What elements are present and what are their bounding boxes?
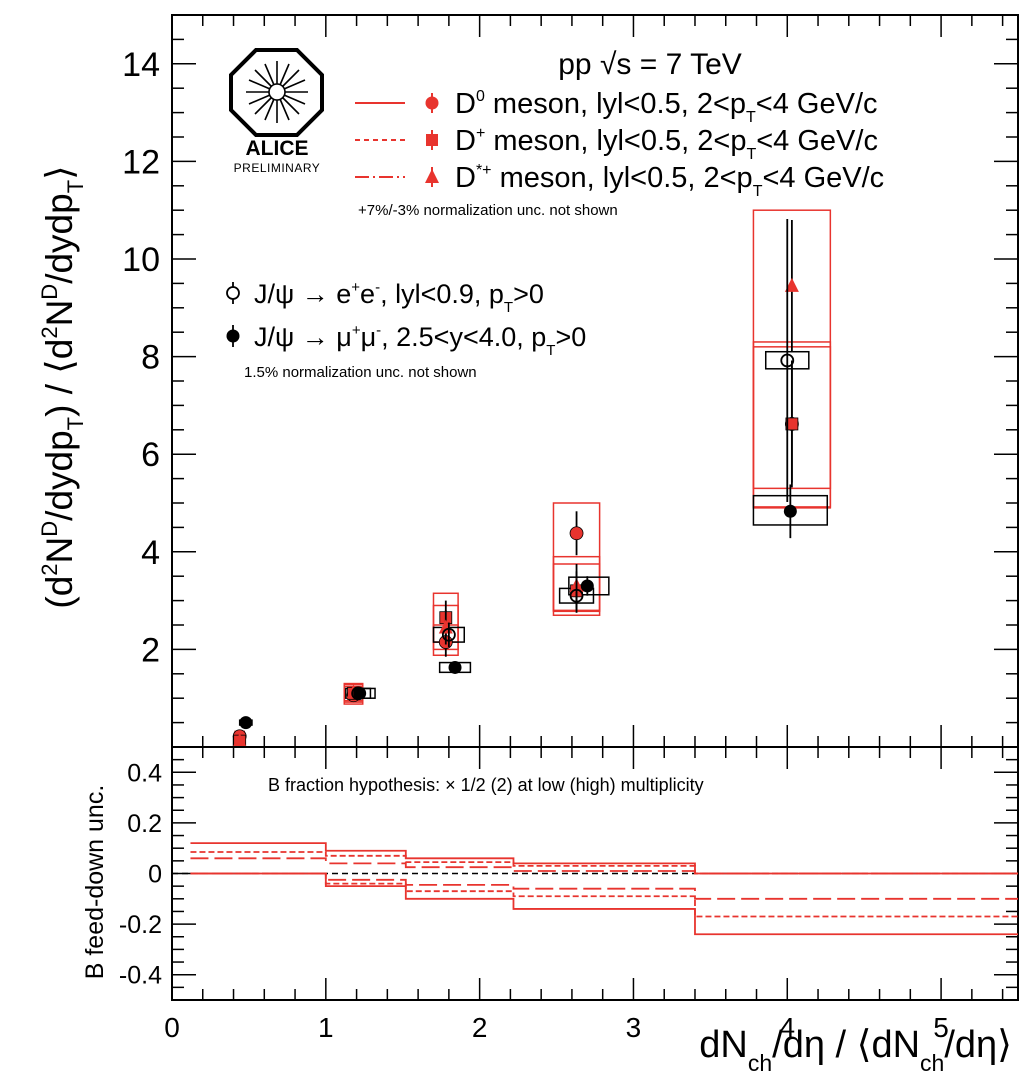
legend: D0 meson, lyl<0.5, 2<pT<4 GeV/c D+ meson… bbox=[226, 88, 884, 359]
x-tick-label: 3 bbox=[626, 1012, 642, 1043]
marker-open-circle bbox=[569, 588, 584, 603]
alice-logo-subtitle: PRELIMINARY bbox=[234, 161, 321, 175]
marker-triangle bbox=[232, 733, 247, 748]
x-tick-label: 1 bbox=[318, 1012, 334, 1043]
legend-item-dstar: D*+ meson, lyl<0.5, 2<pT<4 GeV/c bbox=[355, 162, 884, 200]
top-y-tick-label: 6 bbox=[141, 436, 160, 474]
step-line-solid bbox=[190, 842, 1018, 875]
legend-label-dplus: D+ meson, lyl<0.5, 2<pT<4 GeV/c bbox=[455, 125, 878, 163]
syst-box bbox=[568, 576, 610, 596]
legend-marker-square bbox=[426, 134, 438, 146]
bottom-y-axis-title: B feed-down unc. bbox=[81, 785, 109, 980]
x-tick-label: 2 bbox=[472, 1012, 488, 1043]
marker-filled-circle bbox=[783, 504, 797, 518]
energy-label: pp √s = 7 TeV bbox=[558, 48, 742, 81]
step-line-dashdot bbox=[190, 857, 1018, 875]
marker-filled-circle bbox=[580, 579, 594, 593]
bottom-y-tick-label: 0 bbox=[148, 861, 162, 889]
legend-label-jpsi-ee: J/ψ → e+e-, lyl<0.9, pT>0 bbox=[254, 279, 544, 316]
x-axis-ticks bbox=[171, 15, 1004, 1000]
b-fraction-note: B fraction hypothesis: × 1/2 (2) at low … bbox=[268, 775, 704, 795]
top-y-tick-label: 14 bbox=[122, 46, 160, 84]
marker-filled-circle bbox=[353, 686, 367, 700]
step-line-solid bbox=[190, 872, 1018, 936]
marker-circle bbox=[569, 526, 584, 541]
jpsi-normalization-note: 1.5% normalization unc. not shown bbox=[244, 364, 477, 381]
legend-marker-triangle bbox=[425, 169, 439, 183]
alice-logo-burst bbox=[246, 61, 308, 123]
legend-label-jpsi-mumu: J/ψ → μ+μ-, 2.5<y<4.0, pT>0 bbox=[254, 322, 586, 359]
x-axis-title: dNch/dη / ⟨dNch/dη⟩ bbox=[699, 1024, 1012, 1076]
x-tick-label: 4 bbox=[779, 1012, 795, 1043]
top-y-axis-title: (d2ND/dydpT) / ⟨d2ND/dydpT⟩ bbox=[37, 165, 88, 608]
legend-item-jpsi-mumu: J/ψ → μ+μ-, 2.5<y<4.0, pT>0 bbox=[226, 322, 586, 359]
legend-marker-filled-circle bbox=[226, 329, 240, 343]
bottom-y-axis-ticks bbox=[172, 758, 1018, 989]
alice-logo-octagon bbox=[229, 48, 324, 137]
legend-label-d0: D0 meson, lyl<0.5, 2<pT<4 GeV/c bbox=[455, 88, 878, 126]
top-y-axis-ticks bbox=[172, 14, 1018, 724]
marker-open-circle bbox=[441, 627, 456, 642]
d-normalization-note: +7%/-3% normalization unc. not shown bbox=[358, 202, 618, 219]
step-line-dashed bbox=[190, 851, 1018, 875]
step-line-dashed bbox=[190, 872, 1018, 918]
x-tick-label: 0 bbox=[164, 1012, 180, 1043]
marker-triangle bbox=[784, 277, 799, 292]
legend-item-d0: D0 meson, lyl<0.5, 2<pT<4 GeV/c bbox=[355, 88, 878, 126]
marker-filled-circle bbox=[448, 660, 462, 674]
top-y-tick-label: 12 bbox=[122, 143, 160, 181]
alice-logo: ALICE PRELIMINARY bbox=[229, 48, 324, 175]
bottom-y-tick-label: -0.2 bbox=[119, 911, 162, 939]
data-points bbox=[232, 218, 799, 748]
top-y-tick-label: 2 bbox=[141, 631, 160, 669]
bottom-panel: 0 1 2 3 4 5 -0.4 -0.2 0 0.2 0.4 bbox=[119, 746, 1019, 1043]
marker-open-circle bbox=[780, 353, 795, 368]
legend-label-dstar: D*+ meson, lyl<0.5, 2<pT<4 GeV/c bbox=[455, 162, 884, 200]
top-y-tick-label: 10 bbox=[122, 241, 160, 279]
bottom-y-tick-label: 0.2 bbox=[127, 810, 162, 838]
x-tick-label: 5 bbox=[933, 1012, 949, 1043]
top-y-tick-label: 8 bbox=[141, 339, 160, 377]
top-y-tick-label: 4 bbox=[141, 534, 160, 572]
top-panel: 2 4 6 8 10 12 14 bbox=[122, 14, 1019, 1000]
legend-marker-open-circle bbox=[226, 286, 240, 300]
bottom-y-tick-label: -0.4 bbox=[119, 962, 162, 990]
marker-square bbox=[785, 417, 799, 431]
alice-logo-name: ALICE bbox=[246, 137, 309, 160]
bottom-y-tick-label: 0.4 bbox=[127, 759, 162, 787]
legend-item-dplus: D+ meson, lyl<0.5, 2<pT<4 GeV/c bbox=[355, 125, 878, 163]
legend-marker-circle bbox=[425, 96, 439, 110]
step-line-dashdot bbox=[190, 872, 1018, 900]
legend-item-jpsi-ee: J/ψ → e+e-, lyl<0.9, pT>0 bbox=[226, 279, 544, 316]
marker-filled-circle bbox=[239, 716, 253, 730]
